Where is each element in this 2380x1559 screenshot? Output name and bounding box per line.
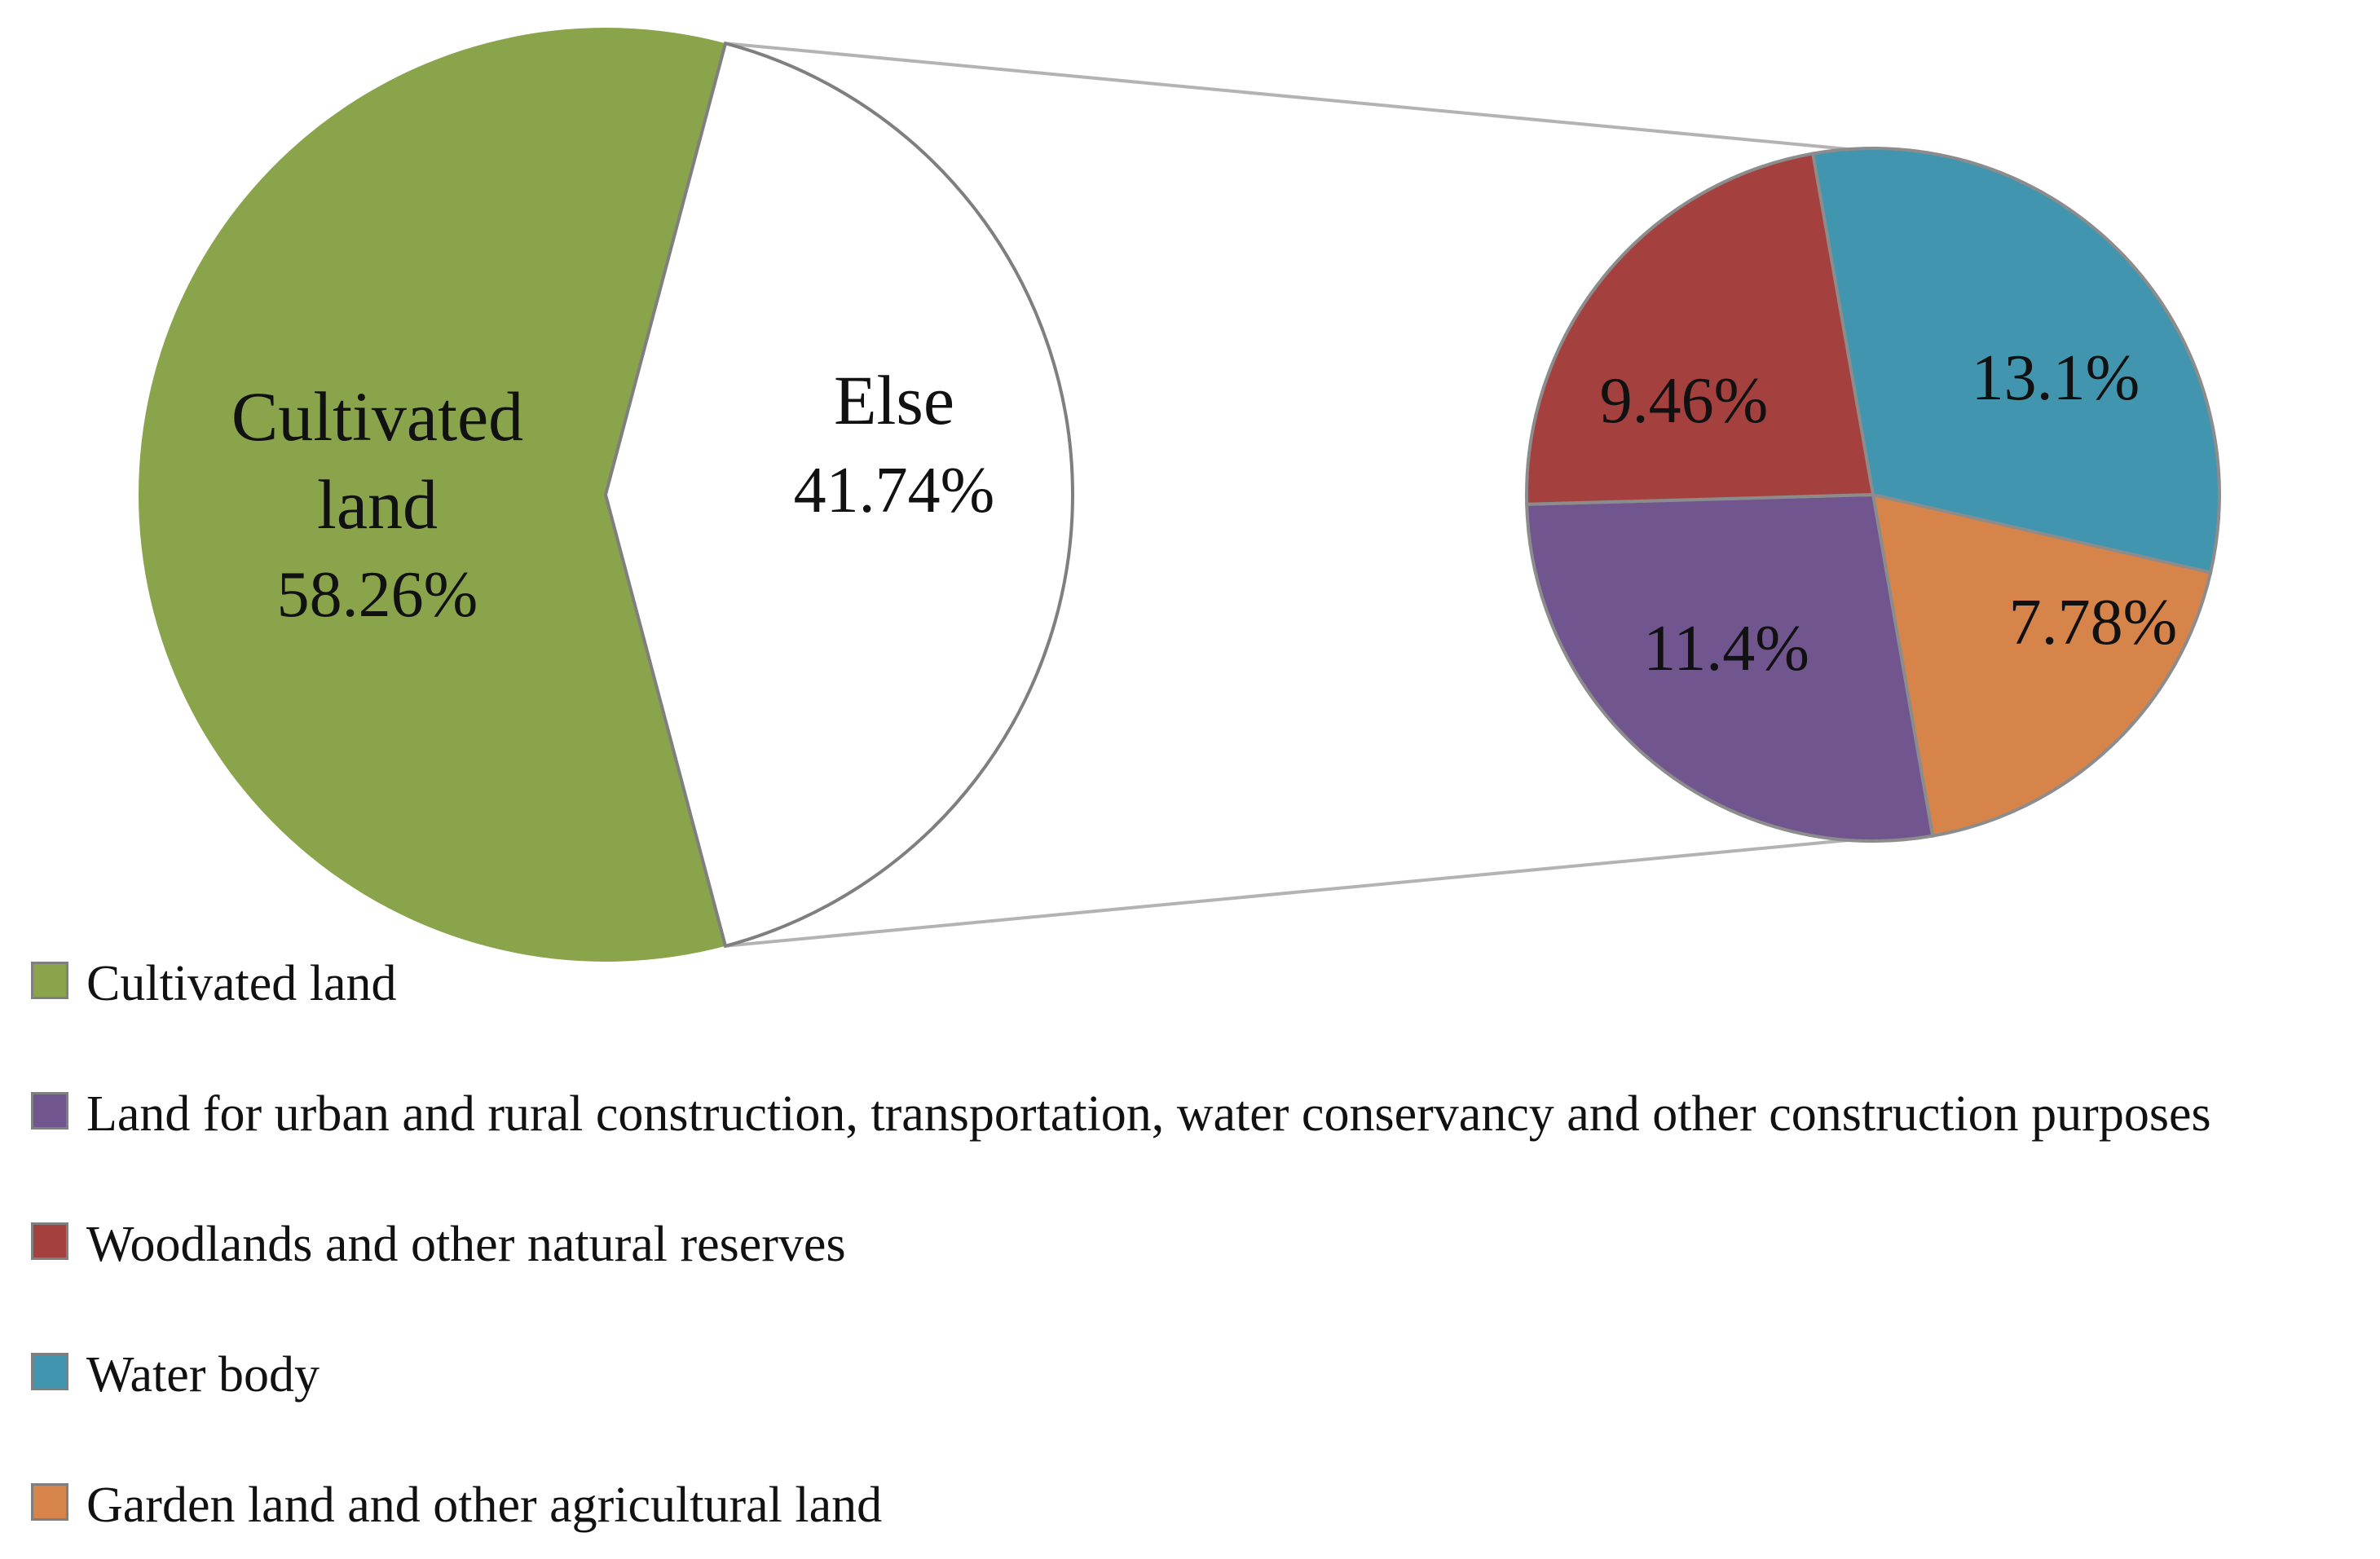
legend-label-garden-land: Garden land and other agricultural land [86, 1478, 883, 1533]
legend-swatch-water-body [31, 1353, 68, 1390]
legend-item-cultivated-land[interactable]: Cultivated land [31, 952, 397, 1015]
sec-label-garden-land: 7.78% [2009, 587, 2178, 658]
main-label-cultivated-line1: Cultivated [231, 377, 523, 456]
legend-swatch-garden-land [31, 1483, 68, 1521]
legend-swatch-cultivated-land [31, 962, 68, 999]
legend-item-construction-land[interactable]: Land for urban and rural construction, t… [31, 1082, 2211, 1146]
legend-label-construction-land: Land for urban and rural construction, t… [86, 1086, 2211, 1142]
sec-label-woodlands: 9.46% [1600, 365, 1769, 437]
sec-label-water-body: 13.1% [1972, 342, 2140, 414]
secondary-pie-slice-woodlands[interactable] [1525, 152, 1875, 506]
connector-line-top [725, 42, 1858, 152]
main-pie [138, 27, 1075, 962]
legend-item-garden-land[interactable]: Garden land and other agricultural land [31, 1473, 882, 1537]
connector-line-bottom [725, 838, 1858, 948]
secondary-pie-slice-construction-land[interactable] [1525, 492, 1935, 843]
secondary-pie-slice-garden-land[interactable] [1871, 492, 2213, 838]
sec-label-construction-land: 11.4% [1643, 613, 1809, 685]
main-pie-slice-else[interactable] [603, 41, 1075, 949]
legend-label-water-body: Water body [86, 1347, 320, 1403]
legend-label-woodlands: Woodlands and other natural reserves [86, 1217, 846, 1272]
legend-swatch-construction-land [31, 1092, 68, 1130]
main-label-else-value: 41.74% [794, 455, 995, 526]
main-label-else-name: Else [834, 361, 954, 439]
main-label-cultivated-line2: land [317, 465, 438, 544]
secondary-pie [1525, 147, 2221, 843]
legend-item-water-body[interactable]: Water body [31, 1343, 320, 1407]
secondary-pie-slice-water-body[interactable] [1810, 147, 2221, 575]
legend-swatch-woodlands [31, 1222, 68, 1260]
legend-item-woodlands[interactable]: Woodlands and other natural reserves [31, 1213, 846, 1276]
legend-label-cultivated-land: Cultivated land [86, 956, 397, 1011]
main-label-cultivated-value: 58.26% [277, 559, 478, 631]
main-pie-slice-cultivated-land[interactable] [138, 27, 726, 962]
